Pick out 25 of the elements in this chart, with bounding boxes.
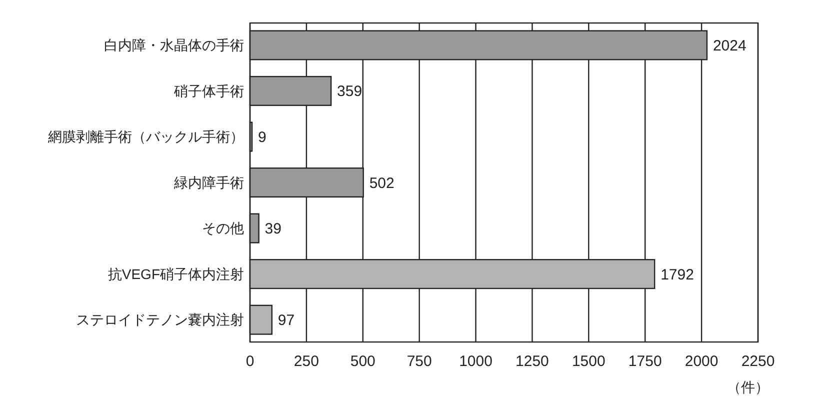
x-tick-label: 2000	[684, 353, 718, 370]
x-tick-label: 1500	[572, 353, 606, 370]
data-label: 502	[369, 174, 394, 192]
x-tick-label: 500	[350, 353, 376, 370]
y-tick-label: 白内障・水晶体の手術	[104, 37, 244, 54]
x-tick-label: 1250	[516, 353, 549, 370]
data-label: 9	[258, 128, 266, 146]
x-tick-label: 250	[294, 353, 319, 370]
data-label: 1792	[660, 266, 694, 284]
x-tick-label: 0	[246, 353, 254, 370]
data-label: 39	[264, 220, 282, 238]
x-axis-title: （件）	[727, 379, 769, 395]
data-label: 97	[278, 312, 295, 330]
x-tick-label: 1000	[459, 353, 492, 370]
data-label: 359	[337, 83, 362, 100]
y-tick-label: 硝子体手術	[173, 82, 244, 99]
x-tick-label: 2250	[741, 353, 775, 370]
y-tick-label: 緑内障手術	[173, 174, 244, 190]
y-tick-label: ステロイドテノン嚢内注射	[76, 312, 244, 328]
y-tick-label: 抗VEGF硝子体内注射	[108, 266, 244, 282]
data-label: 2024	[712, 37, 746, 54]
x-tick-label: 1750	[628, 353, 662, 370]
y-tick-label: 網膜剥離手術（バックル手術）	[47, 128, 244, 145]
x-tick-label: 750	[406, 353, 432, 370]
y-tick-label: その他	[202, 220, 244, 236]
